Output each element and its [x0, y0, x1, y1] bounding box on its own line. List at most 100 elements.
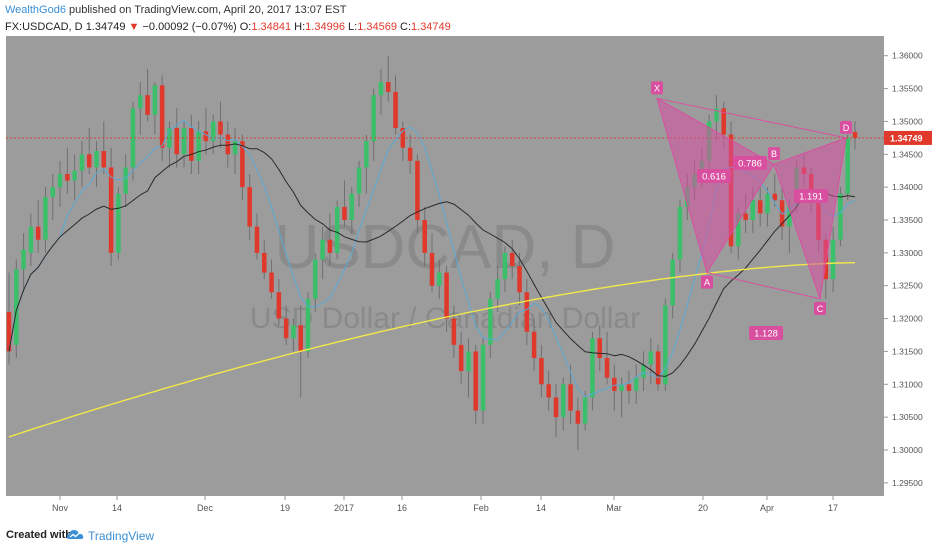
candle-body	[232, 141, 238, 155]
author-link[interactable]: WealthGod6	[5, 4, 66, 16]
candle-body	[575, 410, 581, 424]
x-tick-label: 14	[112, 503, 122, 513]
candle-body	[261, 252, 267, 273]
x-tick-label: 16	[397, 503, 407, 513]
candle-body	[546, 384, 551, 398]
candle-body	[466, 351, 471, 372]
pattern-line-ac	[706, 272, 821, 300]
candle-body	[561, 384, 566, 418]
last-price-tag	[884, 130, 932, 145]
created-with-label: Created with	[6, 529, 73, 541]
ohlc-line: FX:USDCAD, D 1.34749 ▼ −0.00092 (−0.07%)…	[5, 21, 451, 33]
y-tick-label: 1.30500	[892, 412, 923, 422]
pattern-point-box	[840, 120, 852, 134]
candle-body	[633, 377, 639, 391]
tradingview-cloud-icon	[67, 530, 84, 539]
candle-body	[327, 239, 333, 253]
pattern-ratio-box	[697, 169, 731, 183]
y-tick-label: 1.34000	[892, 182, 923, 192]
watermark-symbol: USDCAD, D	[274, 213, 615, 282]
candle-body	[429, 252, 435, 286]
candle-body	[364, 141, 369, 168]
close-value: 1.34749	[411, 21, 451, 33]
close-label: C:	[400, 21, 412, 33]
candle-body	[422, 220, 427, 253]
candle-body	[334, 206, 340, 253]
chart-header: WealthGod6 published on TradingView.com,…	[0, 0, 932, 36]
candle-body	[612, 377, 617, 391]
candle-body	[305, 298, 311, 352]
candle-body	[6, 312, 12, 352]
open-label: O:	[239, 21, 252, 33]
candle-body	[72, 170, 77, 181]
candle-body	[167, 128, 172, 148]
candle-body	[320, 239, 325, 260]
candle-body	[116, 193, 121, 253]
y-tick-label: 1.33000	[892, 248, 923, 258]
candle-body	[582, 397, 588, 424]
candle-body	[415, 160, 420, 220]
candle-body	[50, 187, 56, 197]
candle-body	[196, 131, 201, 161]
symbol-label: FX:USDCAD, D	[5, 21, 83, 33]
y-tick-label: 1.30000	[892, 445, 923, 455]
candle-body	[283, 318, 289, 339]
candle-body	[86, 154, 92, 168]
candle-body	[509, 252, 515, 266]
candle-body	[254, 226, 260, 253]
pattern-ratio-label: 0.616	[702, 172, 726, 183]
candle-body	[677, 206, 683, 260]
candle-body	[210, 121, 216, 142]
candle-body	[663, 305, 668, 385]
candle-body	[203, 131, 209, 142]
candle-body	[451, 318, 457, 345]
y-tick-label: 1.36000	[892, 51, 923, 61]
pattern-point-box	[651, 81, 663, 95]
candle-body	[181, 128, 187, 155]
candle-body	[342, 206, 347, 220]
candle-body	[28, 226, 34, 253]
high-label: H:	[294, 21, 306, 33]
candle-body	[765, 193, 770, 214]
time-axis-panel	[6, 496, 884, 520]
candle-body	[269, 272, 274, 293]
pattern-point-box	[768, 147, 780, 161]
candle-body	[655, 351, 661, 385]
y-tick-label: 1.31500	[892, 346, 923, 356]
y-tick-label: 1.32000	[892, 314, 923, 324]
candle-body	[604, 358, 610, 378]
candle-body	[553, 397, 559, 418]
candle-body	[349, 193, 355, 220]
candle-body	[189, 128, 194, 161]
pattern-point-box	[701, 275, 713, 289]
candle-body	[488, 298, 493, 345]
candle-body	[407, 147, 413, 161]
footer: Created with TradingView	[0, 522, 932, 550]
x-tick-label: Feb	[473, 503, 489, 513]
candle-body	[57, 174, 63, 188]
candle-body	[736, 213, 741, 247]
pattern-point-label: C	[817, 304, 824, 314]
pattern-point-label: B	[771, 149, 777, 159]
pattern-line-xd	[656, 97, 847, 139]
open-value: 1.34841	[251, 21, 292, 33]
published-text: published on TradingView.com, April 20, …	[65, 4, 347, 16]
x-tick-label: Mar	[606, 503, 622, 513]
candle-body	[619, 384, 624, 391]
x-tick-label: 19	[280, 503, 290, 513]
candle-body	[517, 266, 522, 293]
x-tick-label: 17	[828, 503, 838, 513]
candle-body	[385, 82, 391, 92]
ma-slow-line	[8, 143, 856, 377]
candle-body	[35, 226, 41, 240]
y-tick-label: 1.33500	[892, 215, 923, 225]
candle-body	[145, 95, 150, 115]
candle-body	[313, 259, 318, 299]
candle-body	[524, 292, 530, 332]
candle-body	[152, 85, 158, 115]
pattern-point-label: X	[654, 83, 660, 93]
pattern-ratio-box	[794, 189, 828, 203]
tradingview-brand[interactable]: TradingView	[88, 529, 155, 543]
